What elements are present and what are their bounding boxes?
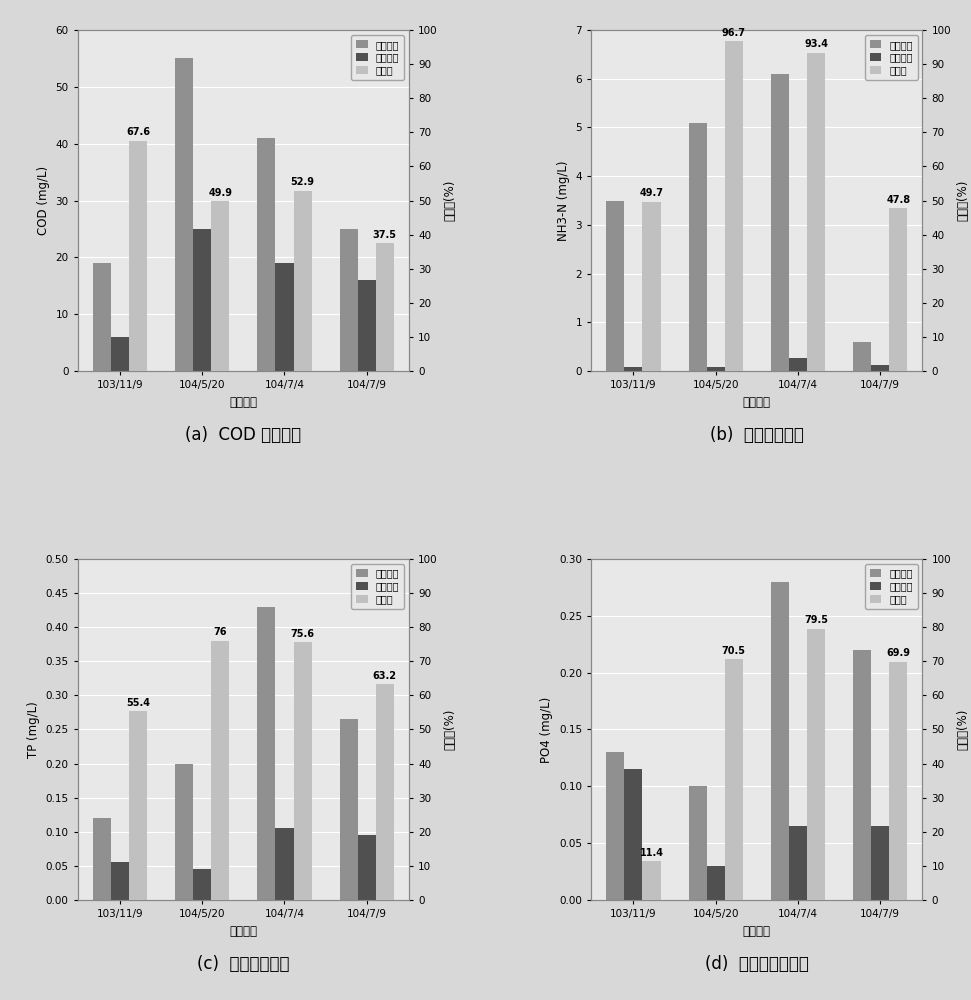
Bar <box>340 719 357 900</box>
Text: 70.5: 70.5 <box>721 646 746 656</box>
Bar <box>724 659 743 900</box>
Bar <box>111 337 129 371</box>
Y-axis label: TP (mg/L): TP (mg/L) <box>27 701 40 758</box>
Bar <box>111 862 129 900</box>
Text: (b)  氨氮去除成效: (b) 氨氮去除成效 <box>710 426 804 444</box>
Bar <box>854 650 871 900</box>
Text: 49.9: 49.9 <box>209 188 232 198</box>
X-axis label: 采样日期: 采样日期 <box>743 925 771 938</box>
X-axis label: 采样日期: 采样日期 <box>229 925 257 938</box>
Bar <box>854 342 871 371</box>
Bar <box>707 866 724 900</box>
Bar <box>376 684 394 900</box>
Bar <box>688 786 707 900</box>
Bar <box>212 201 229 371</box>
Bar <box>771 74 788 371</box>
Text: 67.6: 67.6 <box>126 127 150 137</box>
X-axis label: 采样日期: 采样日期 <box>229 396 257 409</box>
Bar <box>129 711 147 900</box>
Bar <box>340 229 357 371</box>
Text: 93.4: 93.4 <box>804 39 828 49</box>
Bar <box>293 191 312 371</box>
Text: 37.5: 37.5 <box>373 230 397 240</box>
Text: 47.8: 47.8 <box>887 195 911 205</box>
Text: 11.4: 11.4 <box>640 848 663 858</box>
Bar <box>175 58 193 371</box>
Bar <box>688 123 707 371</box>
Bar <box>871 826 889 900</box>
Bar <box>643 202 660 371</box>
Text: 55.4: 55.4 <box>126 698 150 708</box>
Bar <box>293 642 312 900</box>
Bar <box>357 835 376 900</box>
Bar <box>807 53 825 371</box>
Y-axis label: 去除率(%): 去除率(%) <box>443 709 456 750</box>
Bar <box>871 365 889 371</box>
Bar <box>357 280 376 371</box>
Bar <box>193 869 212 900</box>
Bar <box>376 243 394 371</box>
Y-axis label: 去除率(%): 去除率(%) <box>443 180 456 221</box>
Bar <box>175 764 193 900</box>
Text: (d)  磷酸盐去除成效: (d) 磷酸盐去除成效 <box>705 955 809 973</box>
Text: (a)  COD 去除成效: (a) COD 去除成效 <box>185 426 301 444</box>
Bar <box>643 861 660 900</box>
Text: (c)  总磷去除成效: (c) 总磷去除成效 <box>197 955 289 973</box>
Bar <box>276 263 293 371</box>
Y-axis label: 去除率(%): 去除率(%) <box>956 709 970 750</box>
Bar <box>788 358 807 371</box>
Bar <box>624 769 643 900</box>
Bar <box>257 138 276 371</box>
Bar <box>624 367 643 371</box>
Text: 76: 76 <box>214 627 227 637</box>
Bar <box>93 818 111 900</box>
Bar <box>606 752 624 900</box>
Bar <box>93 263 111 371</box>
Legend: 入流浓度, 出流浓度, 去除率: 入流浓度, 出流浓度, 去除率 <box>865 564 918 609</box>
Text: 49.7: 49.7 <box>640 188 663 198</box>
Text: 69.9: 69.9 <box>887 648 911 658</box>
Legend: 入流浓度, 出流浓度, 去除率: 入流浓度, 出流浓度, 去除率 <box>352 35 404 80</box>
Text: 79.5: 79.5 <box>804 615 828 625</box>
Y-axis label: 去除率(%): 去除率(%) <box>956 180 970 221</box>
Y-axis label: NH3-N (mg/L): NH3-N (mg/L) <box>557 160 570 241</box>
Bar <box>212 641 229 900</box>
Text: 63.2: 63.2 <box>373 671 397 681</box>
Bar <box>606 201 624 371</box>
Text: 75.6: 75.6 <box>290 629 315 639</box>
Bar <box>889 662 907 900</box>
Text: 52.9: 52.9 <box>290 177 315 187</box>
Bar <box>724 41 743 371</box>
Legend: 入流浓度, 出流浓度, 去除率: 入流浓度, 出流浓度, 去除率 <box>865 35 918 80</box>
Bar <box>193 229 212 371</box>
X-axis label: 采样日期: 采样日期 <box>743 396 771 409</box>
Bar <box>129 141 147 371</box>
Bar <box>771 582 788 900</box>
Bar <box>889 208 907 371</box>
Bar <box>257 607 276 900</box>
Bar <box>707 367 724 371</box>
Y-axis label: PO4 (mg/L): PO4 (mg/L) <box>541 696 553 763</box>
Legend: 入流浓度, 出流浓度, 去除率: 入流浓度, 出流浓度, 去除率 <box>352 564 404 609</box>
Y-axis label: COD (mg/L): COD (mg/L) <box>37 166 50 235</box>
Bar <box>276 828 293 900</box>
Text: 96.7: 96.7 <box>721 28 746 38</box>
Bar <box>807 629 825 900</box>
Bar <box>788 826 807 900</box>
